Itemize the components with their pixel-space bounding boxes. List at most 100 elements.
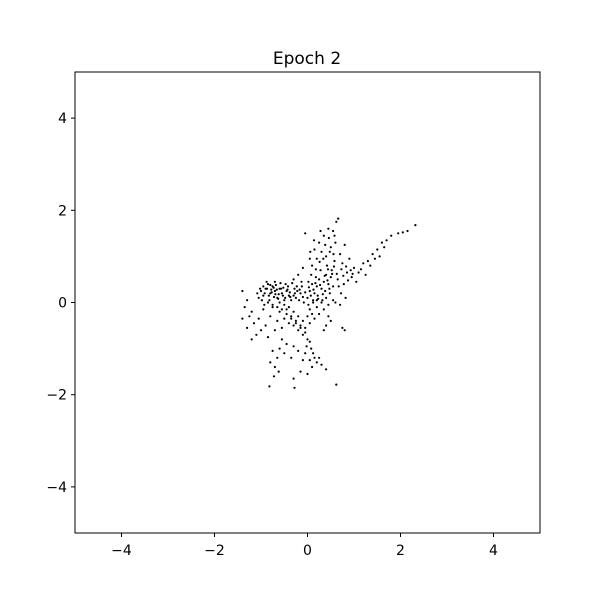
- x-tick-label: 2: [396, 543, 405, 559]
- scatter-point: [292, 278, 295, 281]
- scatter-point: [341, 262, 344, 265]
- scatter-point: [288, 291, 291, 294]
- scatter-point: [366, 259, 369, 263]
- scatter-point: [401, 231, 404, 234]
- scatter-point: [250, 310, 253, 313]
- scatter-point: [295, 285, 298, 288]
- scatter-point: [290, 317, 293, 320]
- scatter-point: [308, 322, 311, 325]
- scatter-point: [343, 243, 346, 246]
- scatter-point: [327, 315, 330, 318]
- chart-title: Epoch 2: [273, 49, 341, 69]
- scatter-point: [380, 241, 383, 244]
- x-axis-ticks: −4 −2 0 2 4: [111, 533, 498, 559]
- scatter-point: [315, 306, 318, 309]
- scatter-point: [373, 257, 376, 260]
- scatter-point: [337, 285, 340, 288]
- x-tick-label: −4: [111, 543, 132, 559]
- scatter-point: [259, 287, 262, 290]
- scatter-point: [325, 264, 329, 267]
- scatter-point: [276, 356, 279, 359]
- scatter-point: [289, 295, 292, 299]
- scatter-point: [277, 297, 280, 300]
- scatter-point: [336, 278, 339, 281]
- scatter-point: [297, 349, 300, 352]
- scatter-point: [414, 224, 417, 227]
- scatter-point: [327, 227, 330, 230]
- scatter-point: [266, 336, 270, 339]
- scatter-point: [280, 326, 283, 329]
- scatter-point: [369, 264, 372, 267]
- scatter-point: [299, 292, 302, 295]
- scatter-point: [273, 329, 276, 332]
- scatter-point: [325, 324, 328, 327]
- scatter-point: [292, 377, 295, 380]
- scatter-point: [250, 338, 253, 341]
- scatter-point: [262, 285, 265, 288]
- scatter-point: [292, 294, 295, 297]
- scatter-point: [335, 383, 338, 386]
- scatter-point: [308, 340, 311, 343]
- scatter-point: [329, 246, 332, 249]
- scatter-point: [322, 234, 325, 237]
- scatter-point: [304, 291, 307, 294]
- scatter-point: [313, 356, 316, 359]
- scatter-point: [287, 294, 290, 297]
- scatter-point: [312, 301, 315, 304]
- y-axis-ticks: −4 −2 0 2 4: [46, 111, 75, 496]
- scatter-point: [304, 331, 307, 334]
- x-tick-label: 0: [303, 543, 312, 559]
- y-tick-label: 2: [58, 203, 67, 219]
- scatter-point: [301, 295, 304, 299]
- scatter-point: [293, 287, 296, 290]
- scatter-point: [351, 272, 354, 275]
- scatter-point: [371, 253, 374, 256]
- scatter-point: [327, 283, 330, 286]
- scatter-point: [297, 315, 300, 318]
- scatter-point: [319, 283, 322, 287]
- scatter-point: [297, 273, 300, 276]
- scatter-point: [308, 359, 311, 362]
- scatter-point: [283, 303, 286, 306]
- scatter-point: [301, 359, 304, 362]
- scatter-point: [263, 292, 266, 295]
- scatter-point: [307, 286, 310, 289]
- scatter-point: [309, 250, 312, 253]
- scatter-point: [324, 289, 327, 293]
- scatter-point: [285, 342, 288, 346]
- scatter-point: [293, 386, 296, 389]
- scatter-point: [290, 356, 293, 359]
- scatter-point: [337, 217, 340, 220]
- y-tick-label: 0: [58, 296, 67, 312]
- scatter-point: [330, 269, 333, 272]
- scatter-point: [307, 280, 310, 283]
- scatter-point: [325, 368, 328, 371]
- scatter-point: [264, 324, 267, 327]
- scatter-point: [301, 319, 304, 322]
- scatter-point: [355, 280, 358, 283]
- scatter-point: [257, 296, 260, 299]
- scatter-point: [279, 282, 282, 285]
- scatter-point: [294, 322, 297, 325]
- scatter-point: [277, 370, 280, 373]
- scatter-point: [322, 308, 325, 311]
- scatter-point: [275, 288, 278, 291]
- scatter-point: [342, 274, 345, 277]
- scatter-point: [246, 326, 249, 329]
- scatter-point: [332, 299, 335, 302]
- scatter-point: [266, 301, 270, 304]
- scatter-point: [304, 232, 307, 235]
- scatter-point: [313, 317, 316, 320]
- y-tick-label: −4: [46, 480, 67, 496]
- scatter-point: [284, 296, 287, 299]
- scatter-point: [290, 299, 293, 302]
- scatter-point: [324, 243, 327, 246]
- scatter-point: [265, 287, 269, 290]
- scatter-point: [298, 299, 301, 302]
- scatter-point: [269, 315, 272, 318]
- scatter-point: [271, 306, 274, 309]
- scatter-point: [277, 293, 280, 296]
- scatter-point: [255, 333, 258, 336]
- scatter-point: [310, 347, 313, 350]
- scatter-point: [364, 273, 367, 276]
